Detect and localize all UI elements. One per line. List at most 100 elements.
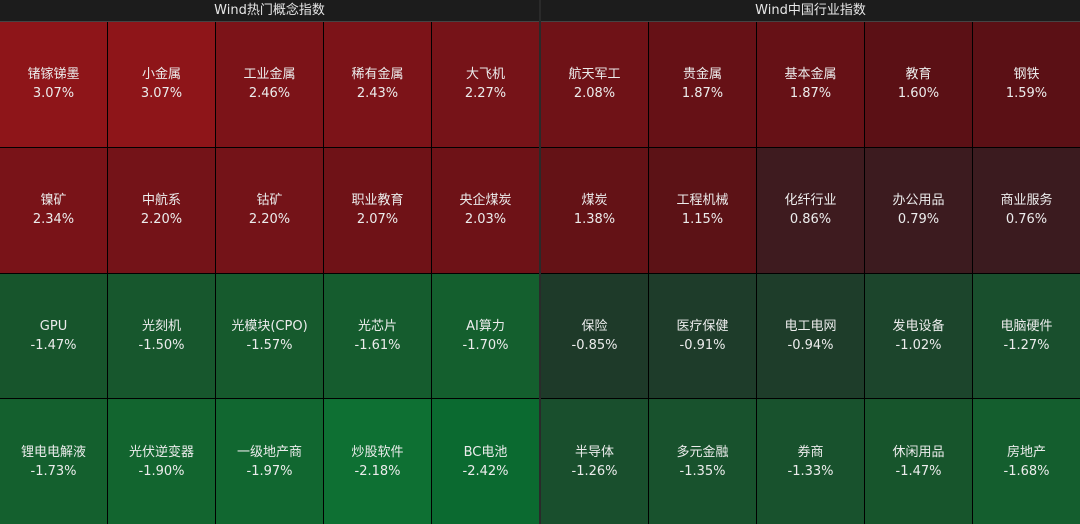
heatmap-cell[interactable]: 航天军工 2.08% bbox=[541, 22, 648, 147]
cell-name: 钢铁 bbox=[1013, 67, 1040, 83]
heatmap-grid: 航天军工 2.08% 贵金属 1.87% 基本金属 1.87% 教育 1.60% 钢铁 1.59%… bbox=[541, 22, 1080, 524]
cell-name: 中航系 bbox=[141, 193, 181, 209]
cell-change: 2.20% bbox=[140, 212, 183, 228]
heatmap-cell[interactable]: BC电池 -2.42% bbox=[432, 399, 539, 524]
cell-change: 2.34% bbox=[32, 212, 75, 228]
cell-name: 锂电电解液 bbox=[20, 444, 86, 460]
cell-change: -1.33% bbox=[787, 463, 834, 479]
cell-name: AI算力 bbox=[466, 318, 505, 334]
heatmap-cell[interactable]: 煤炭 1.38% bbox=[541, 147, 648, 273]
cell-name: 光刻机 bbox=[141, 318, 181, 334]
heatmap-cell[interactable]: 光伏逆变器 -1.90% bbox=[108, 399, 215, 524]
cell-name: 镍矿 bbox=[40, 193, 67, 209]
heatmap-cell[interactable]: 大飞机 2.27% bbox=[432, 22, 539, 147]
cell-name: 大飞机 bbox=[465, 67, 505, 83]
cell-name: 光芯片 bbox=[357, 318, 397, 334]
heatmap-cell[interactable]: AI算力 -1.70% bbox=[432, 273, 539, 399]
panel-title: Wind热门概念指数 bbox=[0, 0, 539, 22]
panel: Wind热门概念指数 锗镓锑墨 3.07% 小金属 3.07% 工业金属 2.46% 稀有金属… bbox=[0, 0, 539, 524]
heatmap-cell[interactable]: 基本金属 1.87% bbox=[757, 22, 864, 147]
cell-change: 3.07% bbox=[140, 86, 183, 102]
heatmap-cell[interactable]: 小金属 3.07% bbox=[108, 22, 215, 147]
heatmap-cell[interactable]: 保险 -0.85% bbox=[541, 273, 648, 399]
heatmap-cell[interactable]: GPU -1.47% bbox=[0, 273, 107, 399]
heatmap-cell[interactable]: 镍矿 2.34% bbox=[0, 147, 107, 273]
cell-name: 基本金属 bbox=[784, 67, 837, 83]
heatmap-cell[interactable]: 电工电网 -0.94% bbox=[757, 273, 864, 399]
cell-change: -1.61% bbox=[354, 337, 401, 353]
heatmap-cell[interactable]: 发电设备 -1.02% bbox=[865, 273, 972, 399]
panel-title: Wind中国行业指数 bbox=[541, 0, 1080, 22]
cell-change: 2.08% bbox=[573, 86, 616, 102]
cell-name: 央企煤炭 bbox=[459, 193, 512, 209]
cell-change: 2.27% bbox=[464, 86, 507, 102]
cell-name: 电脑硬件 bbox=[1000, 318, 1053, 334]
cell-change: 2.20% bbox=[248, 212, 291, 228]
heatmap-cell[interactable]: 钴矿 2.20% bbox=[216, 147, 323, 273]
heatmap-grid: 锗镓锑墨 3.07% 小金属 3.07% 工业金属 2.46% 稀有金属 2.43% 大飞机 2.… bbox=[0, 22, 539, 524]
heatmap-cell[interactable]: 房地产 -1.68% bbox=[973, 399, 1080, 524]
cell-change: -1.68% bbox=[1003, 463, 1050, 479]
cell-name: GPU bbox=[39, 318, 68, 334]
cell-name: 化纤行业 bbox=[784, 193, 837, 209]
cell-name: 炒股软件 bbox=[351, 444, 404, 460]
heatmap-cell[interactable]: 休闲用品 -1.47% bbox=[865, 399, 972, 524]
heatmap-cell[interactable]: 中航系 2.20% bbox=[108, 147, 215, 273]
cell-change: -1.27% bbox=[1003, 337, 1050, 353]
heatmap-cell[interactable]: 职业教育 2.07% bbox=[324, 147, 431, 273]
heatmap-cell[interactable]: 炒股软件 -2.18% bbox=[324, 399, 431, 524]
cell-change: 1.59% bbox=[1005, 86, 1048, 102]
cell-name: 休闲用品 bbox=[892, 444, 945, 460]
heatmap-cell[interactable]: 半导体 -1.26% bbox=[541, 399, 648, 524]
cell-change: 1.87% bbox=[681, 86, 724, 102]
cell-name: 办公用品 bbox=[892, 193, 945, 209]
cell-name: 多元金融 bbox=[676, 444, 729, 460]
cell-change: -1.02% bbox=[895, 337, 942, 353]
cell-change: -1.47% bbox=[895, 463, 942, 479]
cell-change: -2.42% bbox=[462, 463, 509, 479]
heatmap-cell[interactable]: 工程机械 1.15% bbox=[649, 147, 756, 273]
heatmap-cell[interactable]: 锗镓锑墨 3.07% bbox=[0, 22, 107, 147]
heatmap-cell[interactable]: 多元金融 -1.35% bbox=[649, 399, 756, 524]
heatmap-cell[interactable]: 央企煤炭 2.03% bbox=[432, 147, 539, 273]
cell-change: -1.57% bbox=[246, 337, 293, 353]
cell-name: 航天军工 bbox=[568, 67, 621, 83]
cell-name: 医疗保健 bbox=[676, 318, 729, 334]
cell-name: BC电池 bbox=[463, 444, 508, 460]
heatmap-cell[interactable]: 稀有金属 2.43% bbox=[324, 22, 431, 147]
panel: Wind中国行业指数 航天军工 2.08% 贵金属 1.87% 基本金属 1.87% 教育 1.… bbox=[541, 0, 1080, 524]
heatmap-cell[interactable]: 光芯片 -1.61% bbox=[324, 273, 431, 399]
cell-change: -1.97% bbox=[246, 463, 293, 479]
cell-change: -1.35% bbox=[679, 463, 726, 479]
cell-name: 工业金属 bbox=[243, 67, 296, 83]
heatmap-cell[interactable]: 教育 1.60% bbox=[865, 22, 972, 147]
cell-change: 3.07% bbox=[32, 86, 75, 102]
heatmap-cell[interactable]: 锂电电解液 -1.73% bbox=[0, 399, 107, 524]
cell-change: -1.47% bbox=[30, 337, 77, 353]
cell-change: -1.90% bbox=[138, 463, 185, 479]
heatmap-cell[interactable]: 贵金属 1.87% bbox=[649, 22, 756, 147]
heatmap-cell[interactable]: 券商 -1.33% bbox=[757, 399, 864, 524]
heatmap-cell[interactable]: 办公用品 0.79% bbox=[865, 147, 972, 273]
cell-name: 券商 bbox=[797, 444, 824, 460]
cell-change: 0.79% bbox=[897, 212, 940, 228]
heatmap-cell[interactable]: 钢铁 1.59% bbox=[973, 22, 1080, 147]
heatmap-cell[interactable]: 光刻机 -1.50% bbox=[108, 273, 215, 399]
cell-change: 2.43% bbox=[356, 86, 399, 102]
heatmap-cell[interactable]: 一级地产商 -1.97% bbox=[216, 399, 323, 524]
heatmap-cell[interactable]: 电脑硬件 -1.27% bbox=[973, 273, 1080, 399]
heatmap-cell[interactable]: 商业服务 0.76% bbox=[973, 147, 1080, 273]
heatmap-cell[interactable]: 化纤行业 0.86% bbox=[757, 147, 864, 273]
cell-change: 0.86% bbox=[789, 212, 832, 228]
cell-name: 光模块(CPO) bbox=[231, 318, 308, 334]
cell-name: 职业教育 bbox=[351, 193, 404, 209]
cell-name: 教育 bbox=[905, 67, 932, 83]
heatmap-cell[interactable]: 光模块(CPO) -1.57% bbox=[216, 273, 323, 399]
cell-change: 1.15% bbox=[681, 212, 724, 228]
heatmap-cell[interactable]: 医疗保健 -0.91% bbox=[649, 273, 756, 399]
cell-change: 2.07% bbox=[356, 212, 399, 228]
heatmap-cell[interactable]: 工业金属 2.46% bbox=[216, 22, 323, 147]
cell-name: 电工电网 bbox=[784, 318, 837, 334]
cell-change: 1.38% bbox=[573, 212, 616, 228]
cell-name: 房地产 bbox=[1006, 444, 1046, 460]
